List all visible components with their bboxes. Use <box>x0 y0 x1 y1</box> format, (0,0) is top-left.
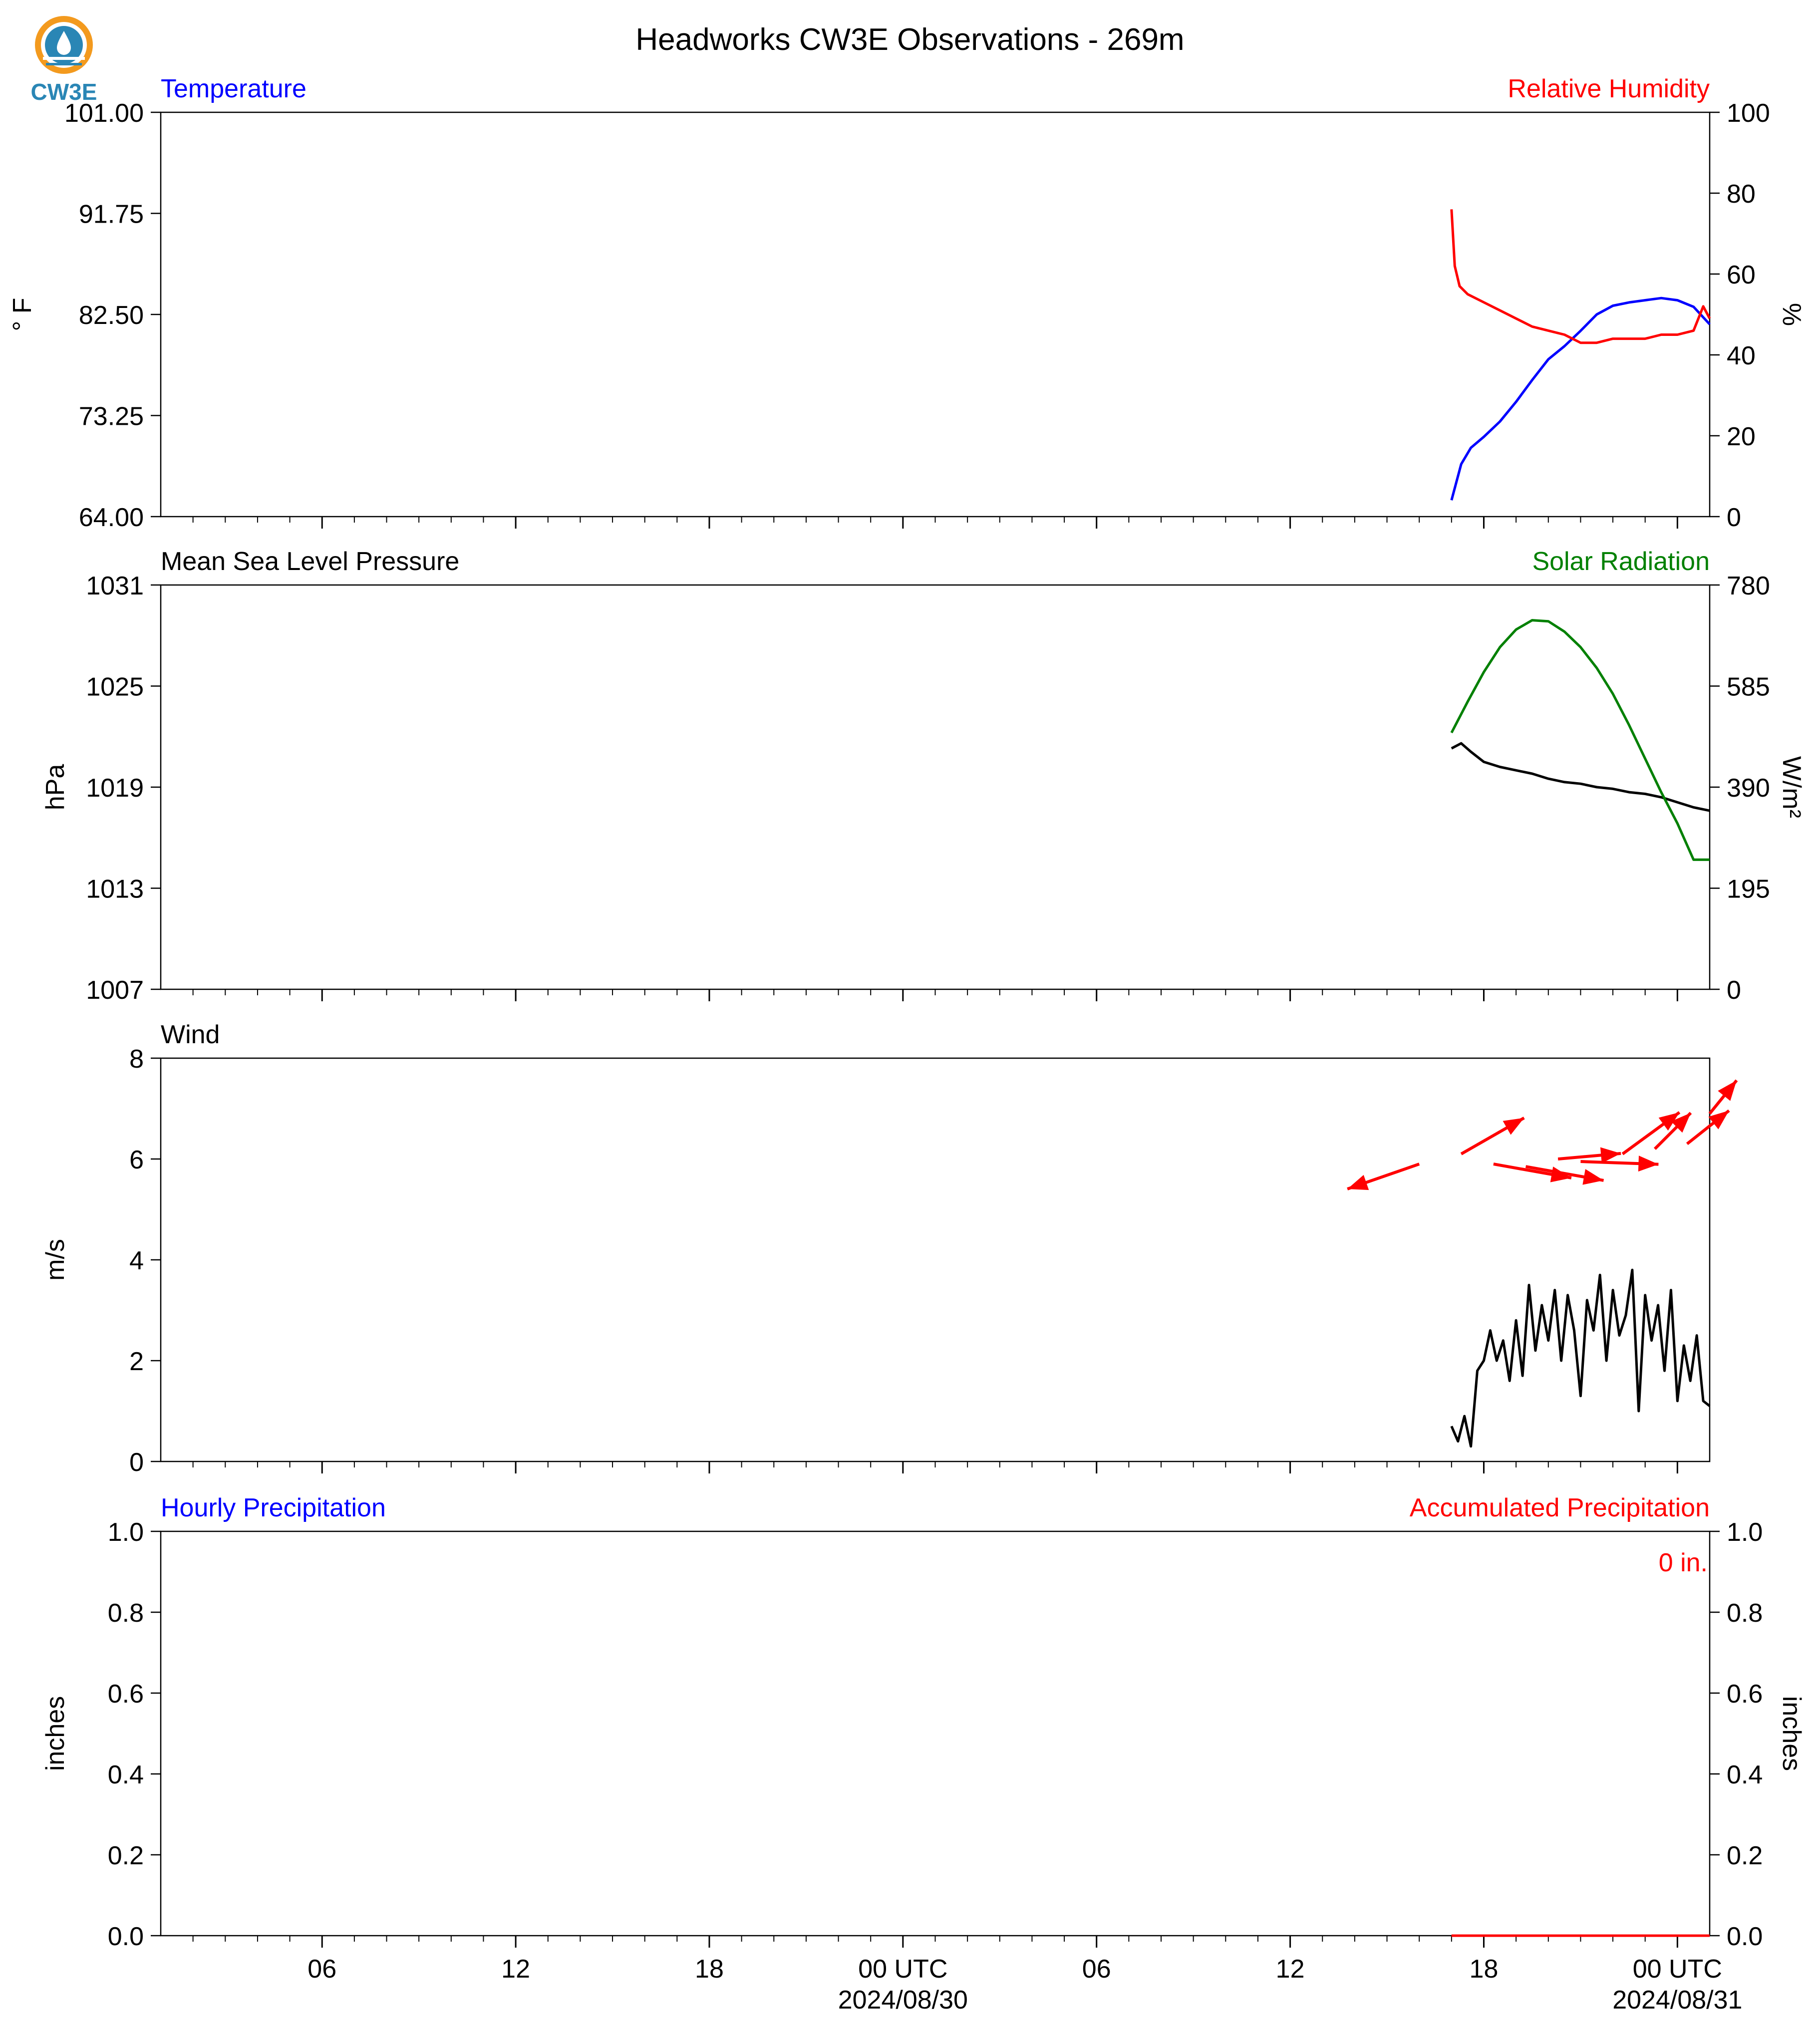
y-left-tick-label: 91.75 <box>79 200 144 229</box>
plot-frame <box>160 584 1711 990</box>
y-right-tick-label: 0.0 <box>1727 1922 1763 1951</box>
series-line <box>1450 619 1710 861</box>
x-tick-label: 12 <box>501 1955 530 1984</box>
y-right-tick-label: 0.4 <box>1727 1760 1763 1789</box>
y-left-tick-label: 0.6 <box>108 1680 144 1709</box>
panel-left-label: Mean Sea Level Pressure <box>161 547 459 576</box>
panel-wind: 0 2 4 6 8 Wind m/s <box>41 1020 1738 1477</box>
x-date-label: 2024/08/31 <box>1612 1986 1742 2015</box>
panel-precipitation: 0.0 0.2 0.4 0.6 0.8 1.0 0.0 0.2 0.4 0.6 0.8 1.0 Hour… <box>41 1493 1806 1951</box>
series-line <box>1451 742 1710 812</box>
plot-frame <box>160 1057 1711 1462</box>
x-tick-label: 00 UTC <box>1633 1955 1722 1984</box>
y-right-tick-label: 0.2 <box>1727 1841 1763 1870</box>
wind-arrow-head <box>1708 1111 1729 1130</box>
panel-right-label: Accumulated Precipitation <box>1410 1493 1710 1522</box>
y-right-tick-label: 780 <box>1727 572 1770 600</box>
y-left-axis-title: hPa <box>41 764 70 811</box>
y-right-tick-label: 195 <box>1727 875 1770 904</box>
y-right-tick-label: 40 <box>1727 341 1756 370</box>
y-left-tick-label: 82.50 <box>79 301 144 330</box>
wind-arrow-head <box>1638 1156 1659 1172</box>
y-left-tick-label: 101.00 <box>64 99 144 128</box>
chart-title: Headworks CW3E Observations - 269m <box>635 22 1184 57</box>
y-left-tick-label: 73.25 <box>79 402 144 431</box>
wind-arrow-head <box>1347 1174 1369 1190</box>
panel-left-label: Hourly Precipitation <box>161 1493 386 1522</box>
wind-arrow-head <box>1582 1169 1604 1185</box>
x-tick-label: 18 <box>1470 1955 1499 1984</box>
y-left-tick-label: 0 <box>129 1448 144 1477</box>
panel-left-label: Wind <box>161 1020 220 1049</box>
y-left-axis-title: inches <box>41 1696 70 1771</box>
y-left-tick-label: 2 <box>129 1347 144 1376</box>
y-right-tick-label: 20 <box>1727 422 1756 451</box>
y-right-tick-label: 0.6 <box>1727 1680 1763 1709</box>
logo-text: CW3E <box>31 79 97 104</box>
x-tick-label: 12 <box>1276 1955 1305 1984</box>
series-line <box>1450 209 1711 344</box>
plot-frame <box>160 1530 1711 1937</box>
y-right-tick-label: 100 <box>1727 99 1770 128</box>
y-right-axis-title: W/m² <box>1777 756 1806 818</box>
y-left-tick-label: 1.0 <box>108 1518 144 1547</box>
panel-right-label: Relative Humidity <box>1508 74 1710 103</box>
y-left-tick-label: 1025 <box>86 673 144 702</box>
y-left-tick-label: 6 <box>129 1146 144 1174</box>
y-left-axis-title: ° F <box>8 297 37 331</box>
panel-right-label: Solar Radiation <box>1532 547 1710 576</box>
panel-pressure_solar: 1007 1013 1019 1025 1031 0 195 390 585 780 Mean Se… <box>41 547 1806 1005</box>
y-right-tick-label: 0 <box>1727 976 1741 1005</box>
panel-left-label: Temperature <box>161 74 306 103</box>
y-right-tick-label: 390 <box>1727 774 1770 803</box>
y-left-tick-label: 0.8 <box>108 1599 144 1628</box>
y-left-tick-label: 1019 <box>86 774 144 803</box>
logo-drop-icon <box>57 31 71 55</box>
y-right-tick-label: 0 <box>1727 503 1741 532</box>
cw3e-logo: CW3E <box>31 16 97 104</box>
y-right-axis-title: inches <box>1777 1696 1806 1771</box>
x-tick-label: 18 <box>695 1955 724 1984</box>
wind-arrow-head <box>1600 1147 1621 1163</box>
x-tick-label: 00 UTC <box>858 1955 947 1984</box>
x-tick-label: 06 <box>307 1955 336 1984</box>
y-left-tick-label: 4 <box>129 1246 144 1275</box>
series-line <box>1450 1268 1711 1448</box>
y-left-tick-label: 1007 <box>86 976 144 1005</box>
y-right-tick-label: 585 <box>1727 673 1770 702</box>
y-left-tick-label: 1013 <box>86 875 144 904</box>
accumulated-total-label: 0 in. <box>1659 1548 1708 1577</box>
plot-frame <box>160 111 1711 518</box>
y-right-tick-label: 60 <box>1727 261 1756 290</box>
wind-arrow-head <box>1671 1113 1691 1133</box>
y-right-axis-title: % <box>1777 303 1806 326</box>
wind-arrow-head <box>1503 1118 1524 1135</box>
y-left-tick-label: 64.00 <box>79 503 144 532</box>
x-tick-label: 06 <box>1082 1955 1111 1984</box>
y-left-tick-label: 0.4 <box>108 1760 144 1789</box>
series-line <box>1450 296 1711 501</box>
panel-temperature_humidity: 64.00 73.25 82.50 91.75 101.00 0 20 40 60 80 100 Te… <box>8 74 1806 532</box>
y-right-tick-label: 80 <box>1727 180 1756 209</box>
y-left-tick-label: 8 <box>129 1045 144 1074</box>
chart-panels: 64.0073.2582.5091.75101.00020406080100Te… <box>8 74 1806 2015</box>
y-left-tick-label: 0.2 <box>108 1841 144 1870</box>
y-left-tick-label: 1031 <box>86 572 144 600</box>
wind-arrow-head <box>1718 1080 1737 1101</box>
wind-arrow-head <box>1658 1112 1680 1131</box>
y-left-tick-label: 0.0 <box>108 1922 144 1951</box>
x-date-label: 2024/08/30 <box>838 1986 968 2015</box>
y-left-axis-title: m/s <box>41 1239 70 1281</box>
y-right-tick-label: 1.0 <box>1727 1518 1763 1547</box>
y-right-tick-label: 0.8 <box>1727 1599 1763 1628</box>
